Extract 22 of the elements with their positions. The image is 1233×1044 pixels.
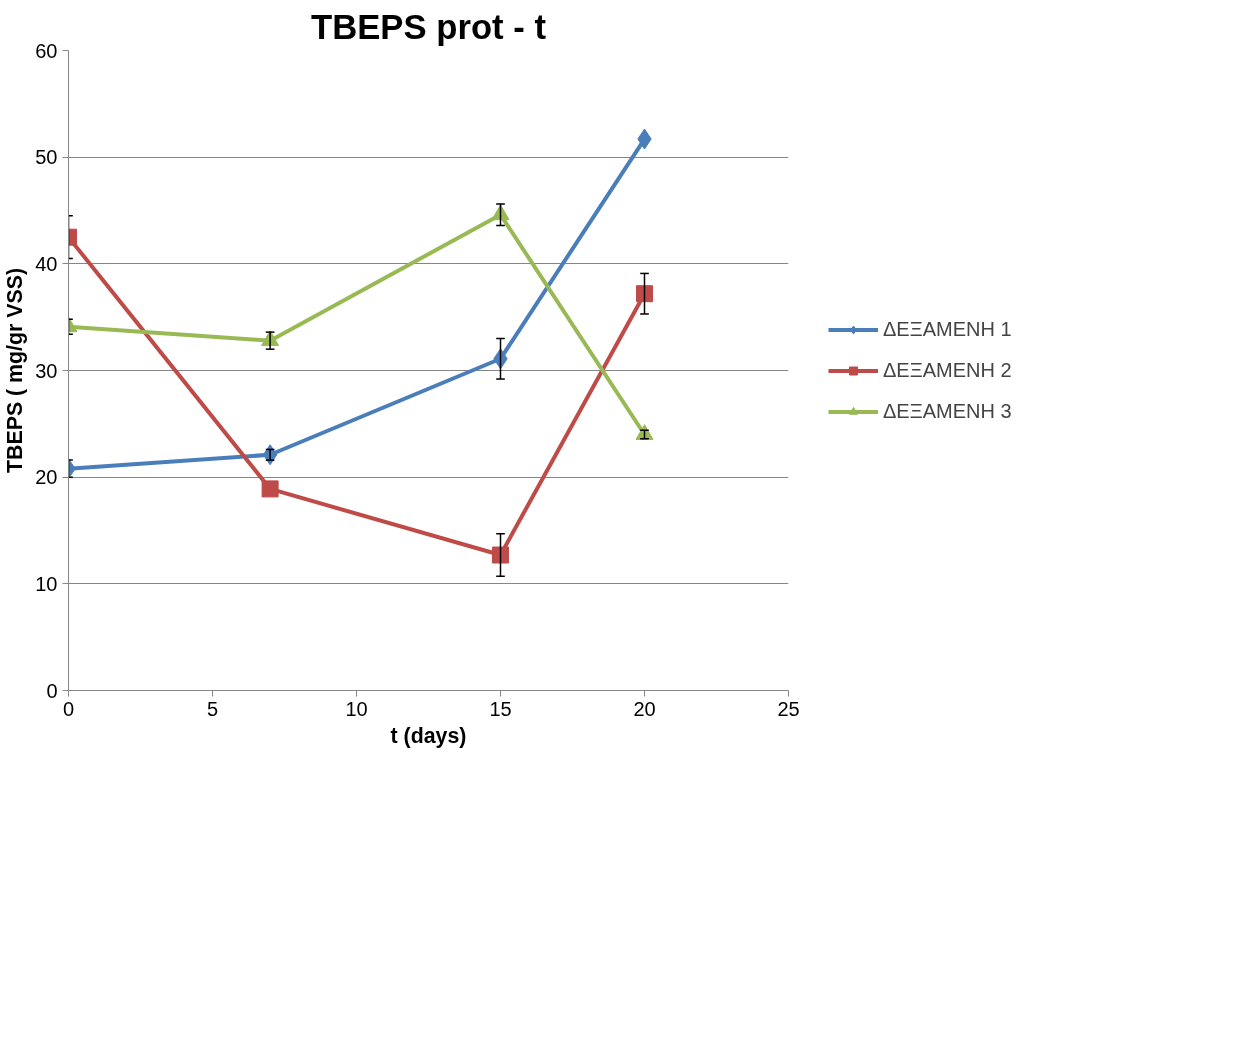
point: [492, 546, 509, 564]
point: [261, 480, 279, 498]
y-tick-label: 30: [35, 359, 58, 382]
y-tick-label: 10: [35, 572, 58, 595]
x-axis-title: t (days): [390, 723, 467, 748]
y-tick-label: 60: [35, 39, 58, 62]
y-tick-label: 50: [35, 146, 58, 169]
legend-label: ΔΕΞΑΜΕΝΗ 2: [883, 358, 1012, 382]
y-tick-label: 40: [35, 252, 58, 275]
x-tick-label: 20: [633, 697, 656, 720]
point: [636, 285, 653, 303]
x-tick-label: 10: [345, 697, 368, 720]
legend-label: ΔΕΞΑΜΕΝΗ 1: [883, 317, 1012, 341]
legend-label: ΔΕΞΑΜΕΝΗ 3: [883, 399, 1012, 423]
x-tick-label: 5: [206, 697, 219, 720]
x-tick-label: 25: [777, 697, 800, 720]
y-tick-label: 20: [35, 466, 58, 489]
x-tick-label: 15: [489, 697, 512, 720]
x-tick-label: 0: [62, 697, 75, 720]
chart-title: TBEPS prot - t: [311, 7, 547, 46]
y-axis-title: TBEPS ( mg/gr VSS): [3, 267, 28, 474]
y-tick-label: 0: [46, 679, 58, 702]
